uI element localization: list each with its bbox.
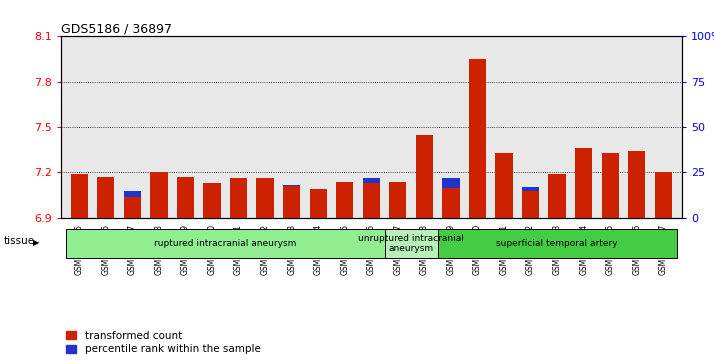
Bar: [416, 135, 433, 218]
Bar: [496, 153, 513, 218]
Bar: [230, 183, 247, 218]
Bar: [283, 186, 301, 218]
Bar: [363, 178, 380, 218]
Bar: [389, 185, 406, 218]
Bar: [602, 153, 619, 218]
Bar: [416, 135, 433, 218]
Bar: [177, 177, 194, 218]
Bar: [66, 229, 385, 258]
Bar: [124, 197, 141, 218]
Bar: [150, 172, 168, 218]
Bar: [602, 167, 619, 218]
Bar: [628, 151, 645, 218]
Bar: [496, 163, 513, 218]
Bar: [655, 172, 672, 218]
Bar: [71, 174, 88, 218]
Bar: [628, 151, 645, 218]
Bar: [385, 229, 438, 258]
Bar: [389, 182, 406, 218]
Bar: [522, 191, 539, 218]
Bar: [150, 178, 168, 218]
Bar: [575, 163, 593, 218]
Bar: [203, 185, 221, 218]
Text: tissue: tissue: [4, 236, 35, 246]
Bar: [150, 172, 168, 218]
Bar: [363, 183, 380, 218]
Bar: [97, 177, 114, 218]
Bar: [336, 182, 353, 218]
Text: GDS5186 / 36897: GDS5186 / 36897: [61, 22, 171, 35]
Text: unruptured intracranial
aneurysm: unruptured intracranial aneurysm: [358, 233, 464, 253]
Bar: [97, 177, 114, 218]
Bar: [522, 187, 539, 218]
Bar: [655, 178, 672, 218]
Bar: [469, 59, 486, 218]
Bar: [310, 189, 327, 218]
Bar: [230, 179, 247, 218]
Bar: [548, 178, 565, 218]
Bar: [522, 191, 539, 218]
Bar: [575, 148, 593, 218]
Bar: [71, 174, 88, 218]
Bar: [442, 178, 460, 218]
Bar: [256, 179, 273, 218]
Bar: [628, 167, 645, 218]
Bar: [203, 183, 221, 218]
Bar: [256, 182, 273, 218]
Bar: [469, 123, 486, 218]
Bar: [97, 182, 114, 218]
Bar: [469, 59, 486, 218]
Legend: transformed count, percentile rank within the sample: transformed count, percentile rank withi…: [66, 331, 261, 354]
Bar: [496, 153, 513, 218]
Bar: [124, 197, 141, 218]
Bar: [256, 179, 273, 218]
Bar: [283, 186, 301, 218]
Bar: [548, 174, 565, 218]
Bar: [336, 185, 353, 218]
Text: ▶: ▶: [33, 238, 39, 246]
Bar: [310, 189, 327, 218]
Bar: [230, 179, 247, 218]
Bar: [389, 182, 406, 218]
Bar: [438, 229, 677, 258]
Bar: [124, 191, 141, 218]
Bar: [177, 177, 194, 218]
Bar: [442, 188, 460, 218]
Bar: [283, 185, 301, 218]
Bar: [655, 172, 672, 218]
Bar: [575, 148, 593, 218]
Text: ruptured intracranial aneurysm: ruptured intracranial aneurysm: [154, 239, 296, 248]
Bar: [602, 153, 619, 218]
Bar: [71, 178, 88, 218]
Bar: [363, 183, 380, 218]
Bar: [203, 183, 221, 218]
Text: superficial temporal artery: superficial temporal artery: [496, 239, 618, 248]
Bar: [310, 189, 327, 218]
Bar: [416, 154, 433, 218]
Bar: [442, 188, 460, 218]
Bar: [177, 182, 194, 218]
Bar: [548, 174, 565, 218]
Bar: [336, 182, 353, 218]
